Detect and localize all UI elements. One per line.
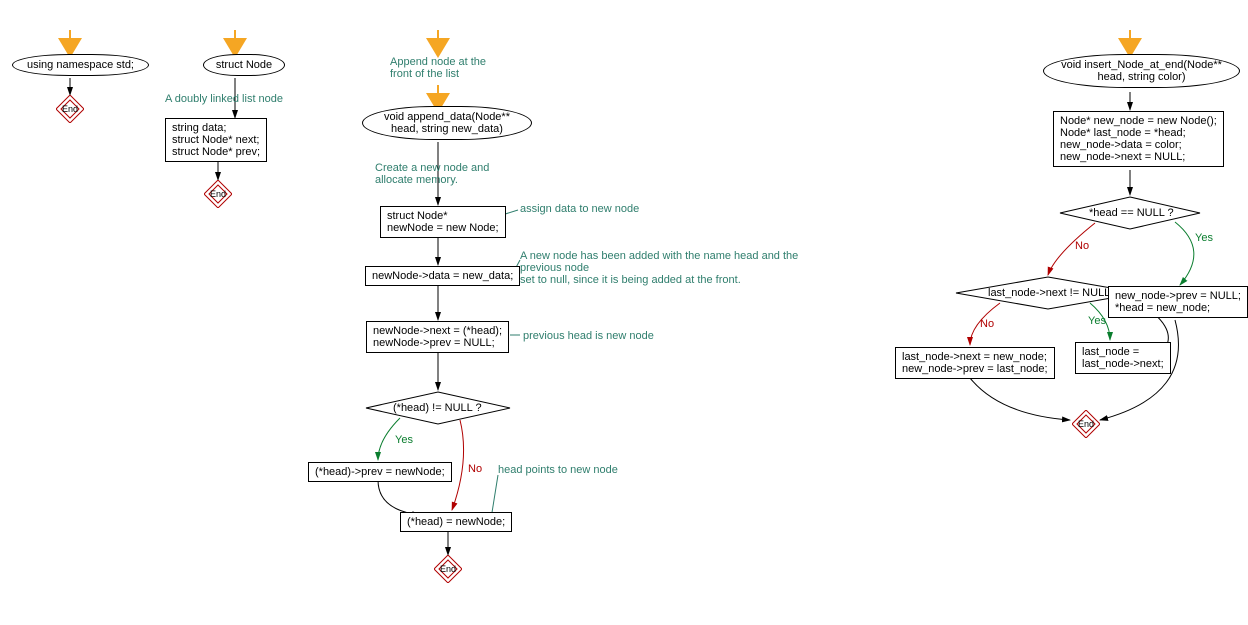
decision-lastnode: last_node->next != NULL ? — [988, 287, 1119, 299]
comment-append-front: Append node at the front of the list — [390, 56, 486, 80]
box-new-node: struct Node* newNode = new Node; — [380, 206, 506, 238]
box-head-prev: (*head)->prev = newNode; — [308, 462, 452, 482]
box-newnode-head: new_node->prev = NULL; *head = new_node; — [1108, 286, 1248, 318]
end-diamond-1: End — [56, 95, 84, 123]
box-init-vars: Node* new_node = new Node(); Node* last_… — [1053, 111, 1224, 167]
box-assign-data: newNode->data = new_data; — [365, 266, 520, 286]
comment-create-node: Create a new node and allocate memory. — [375, 162, 489, 186]
terminal-using-namespace: using namespace std; — [12, 54, 149, 76]
terminal-insert-end: void insert_Node_at_end(Node** head, str… — [1043, 54, 1240, 88]
comment-prev-head: previous head is new node — [523, 330, 654, 342]
comment-head-added: A new node has been added with the name … — [520, 250, 798, 286]
end-diamond-3: End — [434, 555, 462, 583]
svg-text:End: End — [62, 104, 78, 114]
box-set-last: last_node->next = new_node; new_node->pr… — [895, 347, 1055, 379]
terminal-append-data: void append_data(Node** head, string new… — [362, 106, 532, 140]
comment-head-points: head points to new node — [498, 464, 618, 476]
comment-doubly-linked: A doubly linked list node — [165, 93, 283, 105]
label-no-3: No — [980, 318, 994, 330]
label-no-2: No — [1075, 240, 1089, 252]
end-diamond-2: End — [204, 180, 232, 208]
decision-head-null-2: *head == NULL ? — [1089, 207, 1174, 219]
label-yes-1: Yes — [395, 434, 413, 446]
comment-assign: assign data to new node — [520, 203, 639, 215]
box-head-newnode: (*head) = newNode; — [400, 512, 512, 532]
svg-text:End: End — [440, 564, 456, 574]
end-diamond-4: End — [1072, 410, 1100, 438]
label-yes-2: Yes — [1195, 232, 1213, 244]
decision-head-null: (*head) != NULL ? — [393, 402, 482, 414]
svg-text:End: End — [1078, 419, 1094, 429]
label-yes-3: Yes — [1088, 315, 1106, 327]
box-next-prev: newNode->next = (*head); newNode->prev =… — [366, 321, 509, 353]
box-lastnode-next: last_node = last_node->next; — [1075, 342, 1171, 374]
box-node-fields: string data; struct Node* next; struct N… — [165, 118, 267, 162]
label-no-1: No — [468, 463, 482, 475]
svg-text:End: End — [210, 189, 226, 199]
terminal-struct-node: struct Node — [203, 54, 285, 76]
